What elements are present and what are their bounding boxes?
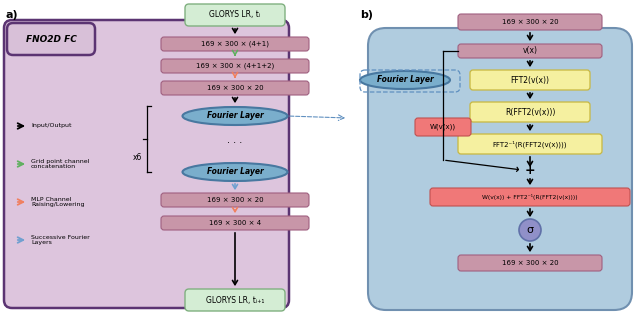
Text: 169 × 300 × (4+1+2): 169 × 300 × (4+1+2) (196, 63, 274, 69)
Text: Successive Fourier
Layers: Successive Fourier Layers (31, 235, 90, 245)
Text: Fourier Layer: Fourier Layer (207, 112, 264, 120)
Text: 169 × 300 × 20: 169 × 300 × 20 (502, 19, 558, 25)
Text: W(v(x)): W(v(x)) (430, 124, 456, 130)
Ellipse shape (182, 107, 287, 125)
FancyBboxPatch shape (4, 20, 289, 308)
Text: 169 × 300 × 4: 169 × 300 × 4 (209, 220, 261, 226)
Text: +: + (525, 164, 535, 176)
Ellipse shape (182, 163, 287, 181)
FancyBboxPatch shape (185, 289, 285, 311)
Text: x6: x6 (132, 153, 141, 162)
Text: R(FFT2(v(x))): R(FFT2(v(x))) (505, 108, 555, 117)
FancyBboxPatch shape (458, 44, 602, 58)
FancyBboxPatch shape (161, 81, 309, 95)
Text: σ: σ (527, 225, 534, 235)
Text: GLORYS LR, tᵢ₊₁: GLORYS LR, tᵢ₊₁ (206, 296, 264, 305)
FancyBboxPatch shape (470, 70, 590, 90)
Text: 169 × 300 × 20: 169 × 300 × 20 (502, 260, 558, 266)
Text: Fourier Layer: Fourier Layer (376, 75, 433, 84)
FancyBboxPatch shape (161, 37, 309, 51)
Text: Input/Output: Input/Output (31, 123, 72, 128)
Text: b): b) (360, 10, 373, 20)
FancyBboxPatch shape (458, 255, 602, 271)
FancyBboxPatch shape (161, 193, 309, 207)
Text: Fourier Layer: Fourier Layer (207, 167, 264, 176)
Text: v(x): v(x) (522, 46, 538, 56)
FancyBboxPatch shape (415, 118, 471, 136)
Text: 169 × 300 × 20: 169 × 300 × 20 (207, 197, 263, 203)
FancyBboxPatch shape (368, 28, 632, 310)
FancyBboxPatch shape (430, 188, 630, 206)
FancyBboxPatch shape (7, 23, 95, 55)
Text: GLORYS LR, tᵢ: GLORYS LR, tᵢ (209, 11, 260, 20)
FancyBboxPatch shape (458, 134, 602, 154)
Text: Grid point channel
concatenation: Grid point channel concatenation (31, 159, 90, 169)
FancyBboxPatch shape (458, 14, 602, 30)
Text: FFT2(v(x)): FFT2(v(x)) (511, 75, 550, 84)
Ellipse shape (360, 71, 450, 89)
Text: FFT2⁻¹(R(FFT2(v(x)))): FFT2⁻¹(R(FFT2(v(x)))) (493, 140, 567, 148)
FancyBboxPatch shape (161, 216, 309, 230)
Text: MLP Channel
Raising/Lowering: MLP Channel Raising/Lowering (31, 197, 84, 208)
Text: a): a) (5, 10, 18, 20)
FancyBboxPatch shape (185, 4, 285, 26)
Text: 169 × 300 × 20: 169 × 300 × 20 (207, 85, 263, 91)
Text: W(v(x)) + FFT2⁻¹(R(FFT2(v(x)))): W(v(x)) + FFT2⁻¹(R(FFT2(v(x)))) (482, 194, 578, 200)
FancyBboxPatch shape (161, 59, 309, 73)
Text: FNO2D FC: FNO2D FC (26, 34, 76, 43)
FancyBboxPatch shape (470, 102, 590, 122)
Text: 169 × 300 × (4+1): 169 × 300 × (4+1) (201, 41, 269, 47)
Text: . . .: . . . (227, 135, 243, 145)
Circle shape (519, 219, 541, 241)
